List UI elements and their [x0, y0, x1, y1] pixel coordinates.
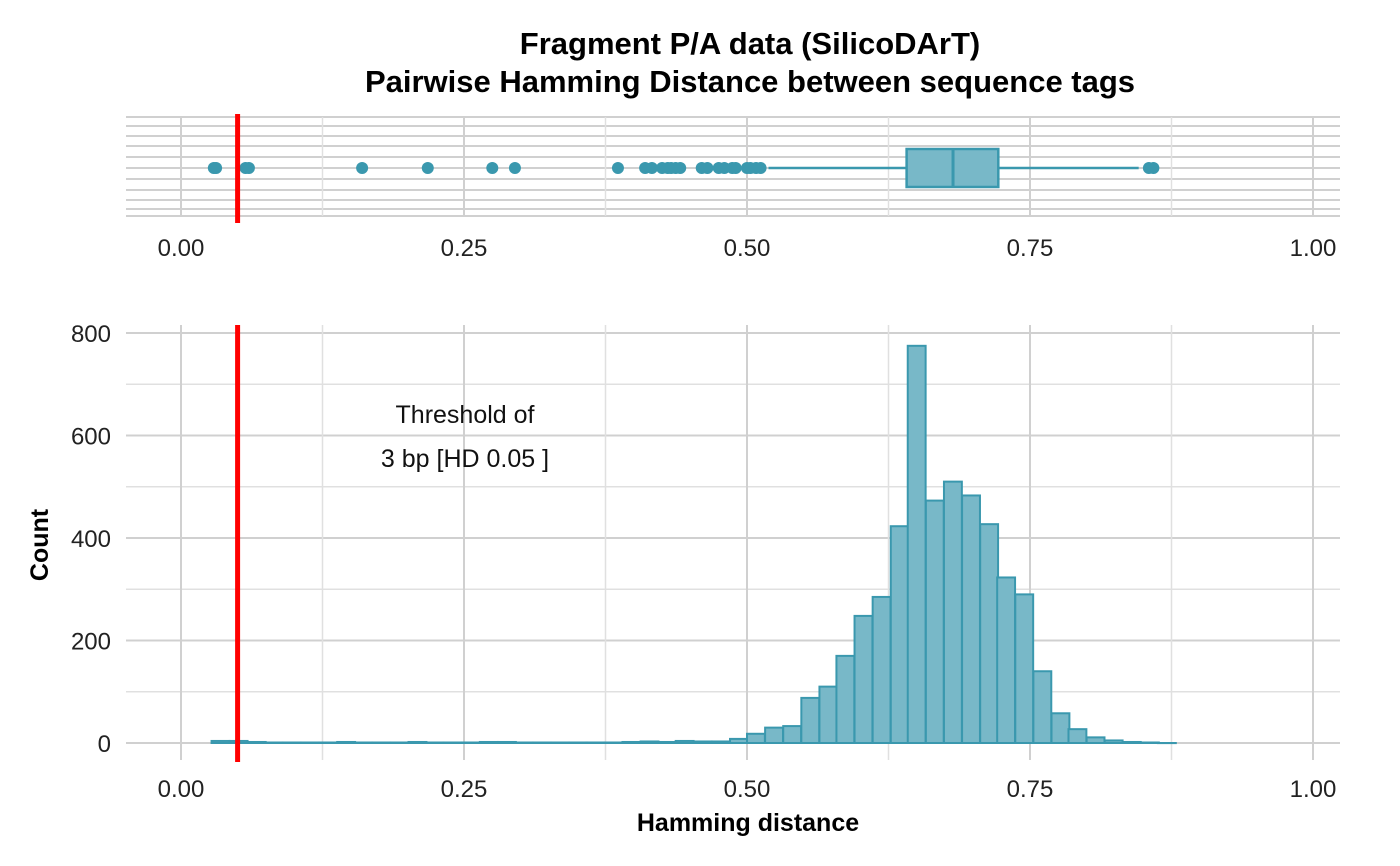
- histogram-bar: [729, 737, 749, 745]
- histogram-bar: [424, 741, 445, 744]
- histogram-bar: [550, 741, 571, 744]
- x-tick-label: 0.00: [158, 776, 205, 803]
- box-outlier-point: [356, 162, 369, 174]
- box-outlier-point: [210, 162, 223, 174]
- histogram-bar: [263, 741, 284, 744]
- histogram-bar: [800, 696, 821, 745]
- threshold-annotation-line1: Threshold of: [396, 401, 535, 429]
- y-axis-title: Count: [26, 508, 54, 581]
- y-tick-label: 200: [71, 629, 111, 656]
- box-outlier-point: [645, 162, 658, 174]
- histogram-panel: 0 200 400 600 800 0.00 0.25 0.50 0.75 1.00: [71, 321, 1340, 803]
- box-outlier-point: [754, 162, 767, 174]
- histogram-bar: [961, 494, 981, 744]
- histogram-bar: [318, 741, 338, 744]
- histogram-bar: [853, 614, 874, 745]
- histogram-bar: [210, 739, 231, 745]
- histogram-bar: [764, 726, 784, 744]
- histogram-bar: [496, 740, 517, 744]
- histogram-bar: [407, 740, 428, 744]
- histogram-bar: [871, 595, 892, 744]
- chart-title: Fragment P/A data (SilicoDArT): [520, 26, 980, 61]
- y-tick-label: 800: [71, 321, 111, 348]
- box-x-tick-label: 0.25: [441, 235, 488, 262]
- histogram-bar: [639, 740, 660, 745]
- histogram-bar: [1067, 728, 1088, 744]
- box-outlier-point: [674, 162, 687, 174]
- histogram-bar: [889, 525, 910, 745]
- histogram-bar: [996, 576, 1017, 745]
- box-outlier-point: [729, 162, 742, 174]
- y-tick-label: 400: [71, 526, 111, 553]
- histogram-bar: [906, 344, 927, 744]
- histogram-bar: [657, 740, 678, 744]
- histogram-bar: [568, 741, 589, 744]
- histogram-bar: [1085, 736, 1106, 744]
- threshold-annotation-line2: 3 bp [HD 0.05 ]: [381, 445, 549, 473]
- histogram-bar: [1139, 741, 1160, 744]
- histogram-bar: [371, 741, 392, 744]
- histogram-bar: [674, 739, 695, 745]
- histogram-bar: [336, 740, 357, 744]
- histogram-bar: [460, 741, 481, 744]
- histogram-bar: [818, 685, 839, 744]
- histogram-bar: [281, 741, 302, 744]
- x-tick-label: 0.50: [724, 776, 771, 803]
- histogram-bar: [1032, 670, 1053, 744]
- box-outlier-point: [1147, 162, 1160, 174]
- histogram-bar: [746, 732, 766, 745]
- box-x-tick-label: 0.00: [158, 235, 205, 262]
- histogram-bar: [942, 480, 963, 744]
- histogram-bar: [782, 725, 803, 745]
- histogram-bar: [389, 741, 410, 744]
- histogram-bar: [442, 741, 463, 744]
- box-outlier-point: [508, 162, 521, 174]
- histogram-bar: [924, 499, 945, 744]
- box-outlier-point: [611, 162, 624, 174]
- box-outlier-point: [421, 162, 434, 174]
- box-x-tick-label: 0.50: [724, 235, 771, 262]
- histogram-bar: [603, 741, 624, 744]
- histogram-bar: [532, 741, 552, 744]
- chart-subtitle: Pairwise Hamming Distance between sequen…: [365, 64, 1135, 99]
- histogram-bar: [710, 740, 731, 745]
- boxplot-panel: 0.00 0.25 0.50 0.75 1.00: [126, 114, 1340, 262]
- box-outlier-point: [242, 162, 255, 174]
- histogram-bar: [353, 741, 374, 744]
- histogram-bar: [1121, 740, 1142, 744]
- histogram-bar: [1014, 593, 1035, 744]
- histogram-bar: [621, 740, 642, 744]
- box-x-tick-label: 1.00: [1290, 235, 1337, 262]
- histogram-bar: [585, 741, 606, 744]
- box-outlier-point: [486, 162, 499, 174]
- x-tick-label: 0.25: [441, 776, 488, 803]
- y-tick-label: 0: [98, 731, 111, 758]
- histogram-bar: [299, 741, 320, 744]
- histogram-bar: [513, 741, 534, 744]
- histogram-bar: [1050, 712, 1071, 745]
- box-outlier-point: [701, 162, 714, 174]
- histogram-bar: [1103, 739, 1124, 744]
- histogram-bar: [979, 523, 1000, 744]
- histogram-bar: [835, 654, 856, 744]
- x-tick-label: 1.00: [1290, 776, 1337, 803]
- y-tick-label: 600: [71, 424, 111, 451]
- x-axis-title: Hamming distance: [637, 809, 859, 837]
- histogram-bar: [478, 740, 499, 744]
- box-x-tick-label: 0.75: [1007, 235, 1054, 262]
- histogram-bar: [692, 740, 713, 745]
- x-tick-label: 0.75: [1007, 776, 1054, 803]
- histogram-bar: [246, 740, 267, 744]
